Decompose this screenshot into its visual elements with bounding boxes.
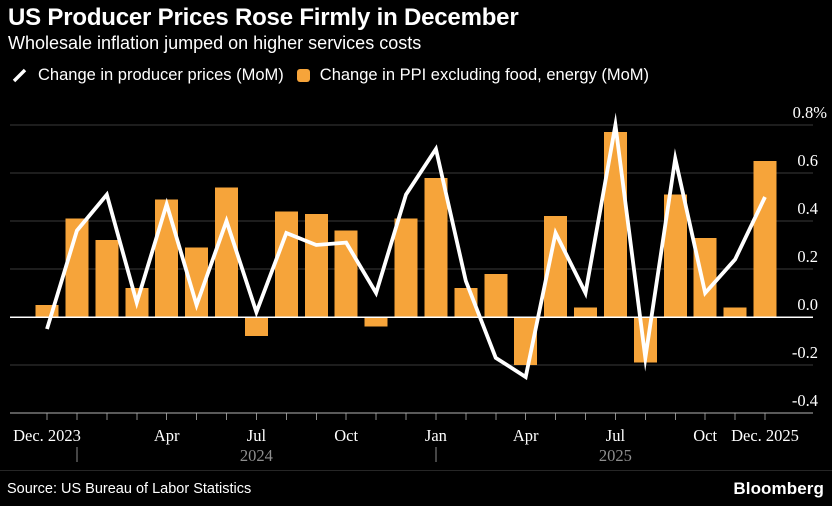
bar-Oct. 2025 xyxy=(693,237,717,317)
x-axis xyxy=(46,413,766,462)
x-axis-label: Dec. 2023 xyxy=(13,426,81,445)
legend-item-ppi-core: Change in PPI excluding food, energy (Mo… xyxy=(296,66,650,85)
line-series xyxy=(45,112,767,381)
bar-Jul. 2024 xyxy=(244,317,268,337)
x-axis-label: Jul xyxy=(606,426,626,445)
bar-Apr. 2024 xyxy=(155,199,179,317)
bar-May 2024 xyxy=(185,247,209,317)
x-axis-label: Apr xyxy=(154,426,180,445)
x-axis-label: Jan xyxy=(425,426,447,445)
bar-Sep. 2024 xyxy=(304,213,328,317)
page-title: US Producer Prices Rose Firmly in Decemb… xyxy=(8,4,519,31)
bar-Aug. 2024 xyxy=(274,211,298,317)
bar-Nov. 2025 xyxy=(723,307,747,317)
legend-label: Change in producer prices (MoM) xyxy=(38,66,284,84)
legend-item-producer-prices: Change in producer prices (MoM) xyxy=(12,66,284,85)
x-axis-label: Oct xyxy=(334,426,358,445)
bar-Jan. 2025 xyxy=(424,177,448,317)
legend-label: Change in PPI excluding food, energy (Mo… xyxy=(319,66,650,84)
x-axis-label: Apr xyxy=(513,426,539,445)
year-label: 2024 xyxy=(240,446,273,465)
bar-series-icon xyxy=(296,69,310,82)
year-label: 2025 xyxy=(599,446,632,465)
x-axis-label: Dec. 2025 xyxy=(731,426,799,445)
bar-Nov. 2024 xyxy=(364,317,388,327)
producer-prices-line xyxy=(45,112,767,381)
line-series-icon xyxy=(12,68,27,83)
y-axis-label: -0.4 xyxy=(792,391,818,410)
y-axis-label: 0.8% xyxy=(793,103,828,122)
bar-Sep. 2025 xyxy=(663,194,687,317)
bloomberg-logo: Bloomberg xyxy=(733,478,824,498)
bar-series xyxy=(35,132,777,365)
source-note: Source: US Bureau of Labor Statistics xyxy=(7,480,252,497)
chart-subtitle: Wholesale inflation jumped on higher ser… xyxy=(8,33,422,53)
axis-labels: 0.8% 0.6 0.4 0.2 0.0 -0.2 -0.4 Dec. 2023 Apr Jul O… xyxy=(13,103,827,465)
x-axis-label: Jul xyxy=(247,426,267,445)
y-axis-label: 0.4 xyxy=(797,199,818,218)
chart-legend: Change in producer prices (MoM) Change i… xyxy=(12,66,649,85)
bar-Dec. 2025 xyxy=(753,161,777,317)
x-axis-label: Oct xyxy=(693,426,717,445)
bar-Jun. 2024 xyxy=(215,187,238,317)
y-axis-label: 0.0 xyxy=(797,295,818,314)
bar-Feb. 2024 xyxy=(95,240,119,317)
chart-footer: Source: US Bureau of Labor Statistics Bl… xyxy=(0,470,832,506)
bar-Dec. 2024 xyxy=(394,218,418,317)
y-axis-label: 0.2 xyxy=(797,247,818,266)
y-axis-label: -0.2 xyxy=(792,343,818,362)
bar-Mar. 2025 xyxy=(484,273,508,317)
y-axis-label: 0.6 xyxy=(797,151,818,170)
bar-Jun. 2025 xyxy=(574,307,597,317)
